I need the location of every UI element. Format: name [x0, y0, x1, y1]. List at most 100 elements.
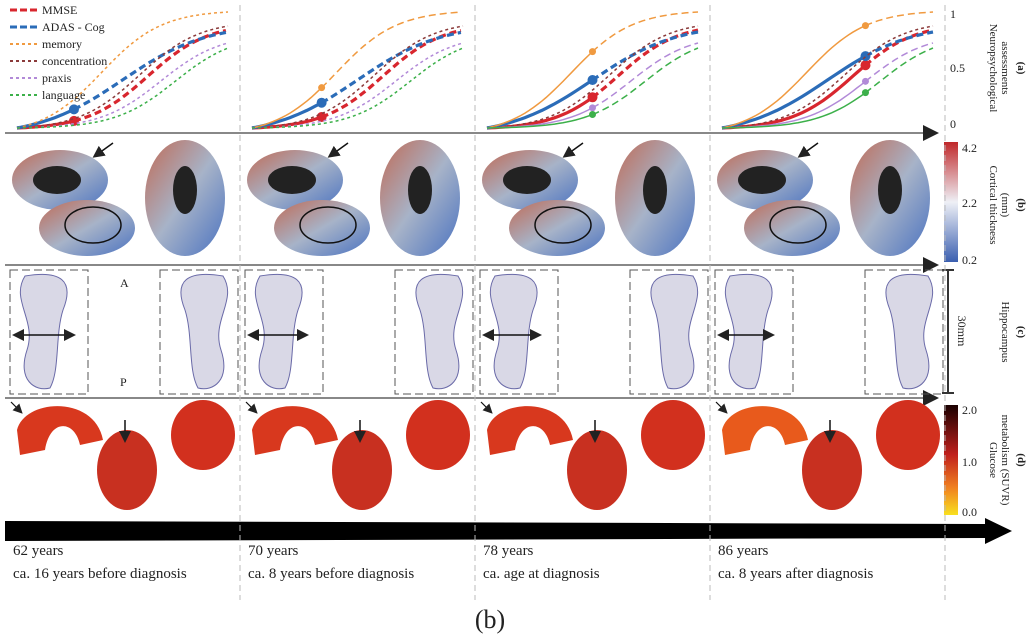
curve-projected: [864, 30, 934, 58]
curve-projected: [321, 28, 462, 119]
curve-projected: [591, 28, 699, 99]
curve-projected: [320, 30, 462, 105]
curve-projected: [865, 11, 934, 27]
brain-lateral: [274, 200, 370, 256]
legend-label: memory: [42, 37, 82, 51]
caption: (b): [475, 605, 505, 634]
panel-letter: (d): [1015, 453, 1026, 467]
roi-box: [394, 269, 474, 395]
scale-label: 30mm: [955, 316, 969, 347]
curve-solid: [16, 108, 73, 130]
diagnosis-note: ca. 16 years before diagnosis: [13, 566, 187, 582]
brain-core: [503, 166, 551, 194]
age-label: 78 years: [483, 543, 534, 559]
curve-solid: [721, 54, 867, 130]
curve-solid: [486, 51, 594, 129]
curve-solid: [486, 78, 594, 130]
panel-label: metabolism (SUVR): [999, 415, 1011, 506]
diagnosis-note: ca. 8 years after diagnosis: [718, 566, 874, 582]
assessment-dot: [318, 84, 326, 92]
roi-box: [629, 269, 709, 395]
brain-lateral: [509, 200, 605, 256]
brain-core: [643, 166, 667, 214]
pet-coronal: [641, 400, 705, 470]
brain-lateral: [744, 200, 840, 256]
pet-axial: [567, 430, 627, 510]
curve-solid: [486, 113, 593, 129]
age-label: 86 years: [718, 543, 769, 559]
orientation-label: A: [120, 276, 129, 290]
roi-box: [9, 269, 89, 395]
curve-solid: [721, 63, 867, 130]
region-circle: [299, 206, 357, 244]
assessment-dot: [68, 104, 79, 115]
curve-projected: [251, 42, 464, 129]
pointer-arrow: [715, 401, 728, 414]
diagnosis-note: ca. 8 years before diagnosis: [248, 566, 414, 582]
region-circle: [64, 206, 122, 244]
hippocampus: [19, 273, 68, 390]
curve-projected: [591, 30, 699, 82]
panel-label: (mm): [999, 193, 1011, 218]
assessment-dot: [861, 77, 869, 85]
pointer-arrow: [10, 401, 23, 414]
tick-label: 0.0: [962, 505, 977, 519]
brain-core: [173, 166, 197, 214]
assessment-dot: [861, 22, 869, 30]
tick-label: 2.0: [962, 403, 977, 417]
assessment-dot: [589, 111, 596, 119]
pet-sagittal: [17, 406, 103, 455]
panel-letter: (a): [1015, 62, 1026, 75]
legend-label: ADAS - Cog: [42, 20, 105, 34]
tick-label: 0.5: [950, 61, 965, 75]
curve-projected: [16, 25, 229, 129]
brain-lateral: [39, 200, 135, 256]
curve-projected: [16, 42, 229, 129]
curve-projected: [591, 11, 699, 53]
legend-label: praxis: [42, 71, 72, 85]
roi-box: [244, 269, 324, 395]
tick-label: 0.2: [962, 253, 977, 267]
tick-label: 1: [950, 7, 956, 21]
panel-label: Cortical thickness: [987, 165, 999, 244]
region-circle: [534, 206, 592, 244]
panel-letter: (c): [1015, 326, 1026, 339]
curve-projected: [864, 28, 934, 67]
assessment-dot: [587, 92, 598, 103]
curve-projected: [721, 25, 934, 129]
hippocampus: [885, 273, 934, 390]
roi-box: [864, 269, 944, 395]
curve-projected: [486, 25, 699, 129]
panel-label: Neuropsychological: [987, 24, 999, 113]
panel-label: Glucose: [987, 442, 999, 478]
legend-label: concentration: [42, 54, 107, 68]
hippocampus: [180, 273, 229, 390]
time-arrow: [5, 518, 1012, 544]
pointer-arrow: [480, 401, 493, 414]
brain-core: [408, 166, 432, 214]
pet-axial: [97, 430, 157, 510]
assessment-dot: [860, 51, 871, 62]
pointer-arrow: [562, 142, 584, 158]
curve-projected: [592, 42, 699, 109]
brain-core: [268, 166, 316, 194]
legend-label: MMSE: [42, 3, 77, 17]
curve-solid: [721, 24, 866, 129]
assessment-dot: [316, 97, 327, 108]
assessment-dot: [589, 48, 596, 56]
brain-core: [878, 166, 902, 214]
pet-sagittal: [252, 406, 338, 455]
pet-coronal: [406, 400, 470, 470]
diagnosis-note: ca. age at diagnosis: [483, 566, 600, 582]
tick-label: 1.0: [962, 455, 977, 469]
assessment-dot: [587, 75, 598, 85]
pet-sagittal: [722, 406, 808, 455]
assessment-dot: [861, 89, 869, 97]
panel-letter: (b): [1015, 198, 1026, 212]
age-label: 62 years: [13, 543, 64, 559]
hippocampus: [489, 273, 538, 390]
brain-core: [738, 166, 786, 194]
panel-label: assessments: [999, 41, 1011, 94]
age-label: 70 years: [248, 543, 299, 559]
